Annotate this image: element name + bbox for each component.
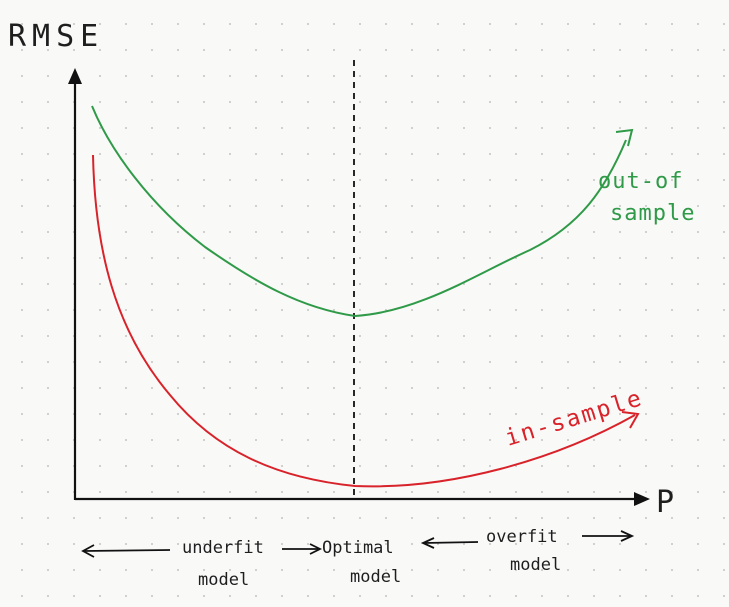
overfit-left-arrow-shaft — [423, 541, 479, 544]
x-axis-arrowhead — [634, 492, 650, 506]
in-sample-curve — [92, 154, 636, 488]
underfit-left-arrowhead — [81, 544, 95, 558]
in-sample-arrowhead — [621, 411, 640, 429]
underfit-left-arrow-shaft — [83, 549, 171, 552]
optimal-label: Optimal — [322, 538, 394, 558]
out-of-sample-curve — [91, 105, 627, 318]
y-axis-arrowhead — [68, 68, 82, 84]
out-of-sample-label-line1: out-of — [598, 169, 683, 194]
in-sample-label: in-sample — [502, 385, 646, 452]
out-of-sample-label-line2: sample — [610, 201, 695, 226]
underfit-right-arrowhead — [309, 543, 323, 555]
overfit-label: overfit — [486, 527, 558, 547]
y-axis-label: RMSE — [8, 19, 104, 54]
underfit-model-label: model — [198, 570, 249, 590]
overfit-model-label: model — [510, 555, 561, 575]
underfit-label: underfit — [182, 538, 264, 558]
x-axis-label: P — [656, 485, 674, 520]
overfit-left-arrowhead — [420, 537, 435, 549]
out-of-sample-arrowhead — [615, 128, 634, 147]
optimal-model-label: model — [350, 567, 401, 587]
overfit-right-arrowhead — [620, 530, 635, 542]
